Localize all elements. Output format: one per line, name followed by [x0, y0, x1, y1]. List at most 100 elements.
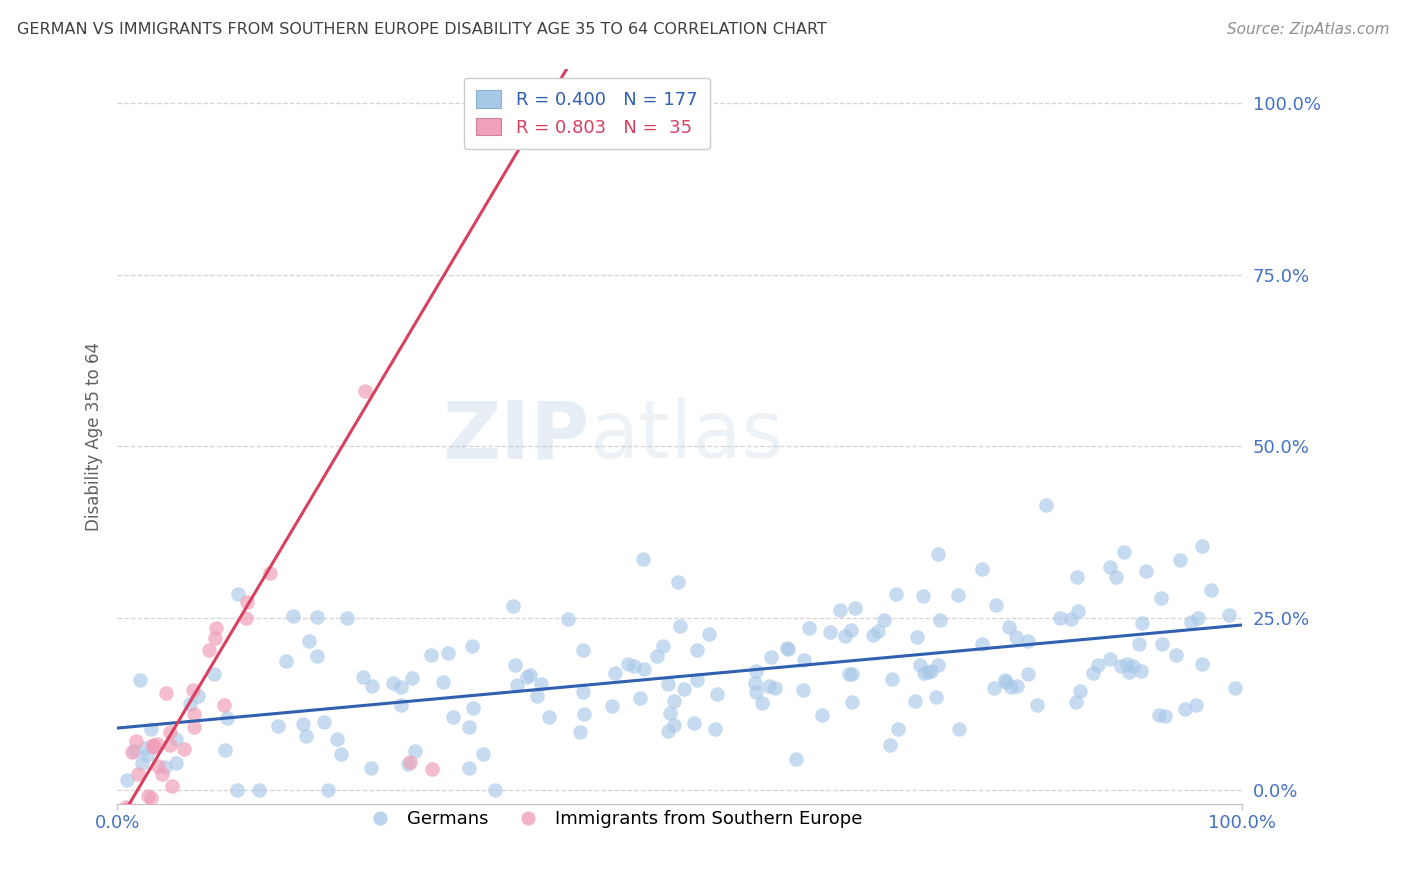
Point: [142, 739, 165, 753]
Text: GERMAN VS IMMIGRANTS FROM SOUTHERN EUROPE DISABILITY AGE 35 TO 64 CORRELATION CH: GERMAN VS IMMIGRANTS FROM SOUTHERN EUROP…: [17, 22, 827, 37]
Point: [797, 622, 820, 636]
Point: [150, 767, 173, 781]
Point: [1122, 658, 1144, 673]
Point: [647, 648, 669, 663]
Point: [125, 733, 148, 747]
Y-axis label: Disability Age 35 to 64: Disability Age 35 to 64: [86, 342, 103, 531]
Point: [155, 760, 177, 774]
Point: [141, 791, 163, 805]
Text: ZIP: ZIP: [441, 397, 589, 475]
Point: [686, 673, 709, 687]
Point: [353, 384, 375, 399]
Point: [225, 783, 247, 797]
Point: [557, 611, 579, 625]
Point: [1081, 666, 1104, 681]
Text: Source: ZipAtlas.com: Source: ZipAtlas.com: [1226, 22, 1389, 37]
Point: [838, 667, 860, 681]
Point: [983, 681, 1005, 695]
Point: [404, 744, 426, 758]
Point: [1147, 707, 1170, 722]
Point: [401, 671, 423, 685]
Point: [1135, 564, 1157, 578]
Point: [568, 724, 591, 739]
Point: [503, 657, 526, 672]
Point: [1191, 539, 1213, 553]
Point: [183, 706, 205, 721]
Point: [1128, 637, 1150, 651]
Point: [912, 589, 935, 603]
Point: [706, 687, 728, 701]
Point: [457, 761, 479, 775]
Point: [516, 669, 538, 683]
Point: [920, 665, 942, 679]
Point: [759, 650, 782, 665]
Point: [1153, 709, 1175, 723]
Point: [758, 679, 780, 693]
Point: [139, 722, 162, 736]
Point: [662, 717, 685, 731]
Point: [173, 742, 195, 756]
Point: [828, 603, 851, 617]
Point: [1005, 631, 1028, 645]
Point: [1111, 659, 1133, 673]
Point: [1005, 679, 1028, 693]
Point: [136, 789, 159, 803]
Point: [657, 677, 679, 691]
Point: [110, 824, 132, 838]
Point: [946, 589, 969, 603]
Point: [882, 672, 904, 686]
Point: [839, 624, 862, 638]
Point: [127, 767, 149, 781]
Point: [458, 720, 481, 734]
Point: [352, 670, 374, 684]
Point: [1218, 608, 1240, 623]
Point: [785, 752, 807, 766]
Point: [1180, 615, 1202, 630]
Point: [519, 667, 541, 681]
Point: [1069, 683, 1091, 698]
Point: [995, 674, 1018, 689]
Point: [1017, 667, 1039, 681]
Point: [329, 747, 352, 761]
Point: [657, 724, 679, 739]
Point: [1118, 665, 1140, 680]
Point: [381, 676, 404, 690]
Point: [948, 722, 970, 736]
Point: [530, 677, 553, 691]
Point: [818, 624, 841, 639]
Point: [811, 708, 834, 723]
Point: [1191, 657, 1213, 671]
Point: [1152, 637, 1174, 651]
Point: [281, 609, 304, 624]
Point: [925, 690, 948, 704]
Point: [633, 662, 655, 676]
Point: [572, 684, 595, 698]
Point: [672, 682, 695, 697]
Point: [910, 658, 932, 673]
Point: [212, 698, 235, 713]
Point: [145, 737, 167, 751]
Point: [294, 729, 316, 743]
Point: [1116, 657, 1139, 671]
Point: [432, 675, 454, 690]
Point: [298, 634, 321, 648]
Point: [834, 629, 856, 643]
Point: [600, 698, 623, 713]
Point: [623, 658, 645, 673]
Point: [652, 639, 675, 653]
Point: [441, 710, 464, 724]
Point: [312, 715, 335, 730]
Point: [776, 641, 799, 656]
Point: [616, 657, 638, 672]
Point: [274, 654, 297, 668]
Point: [115, 772, 138, 787]
Point: [326, 731, 349, 746]
Point: [142, 821, 165, 835]
Point: [841, 695, 863, 709]
Point: [159, 725, 181, 739]
Point: [179, 697, 201, 711]
Point: [484, 783, 506, 797]
Point: [360, 761, 382, 775]
Point: [131, 756, 153, 771]
Point: [148, 758, 170, 772]
